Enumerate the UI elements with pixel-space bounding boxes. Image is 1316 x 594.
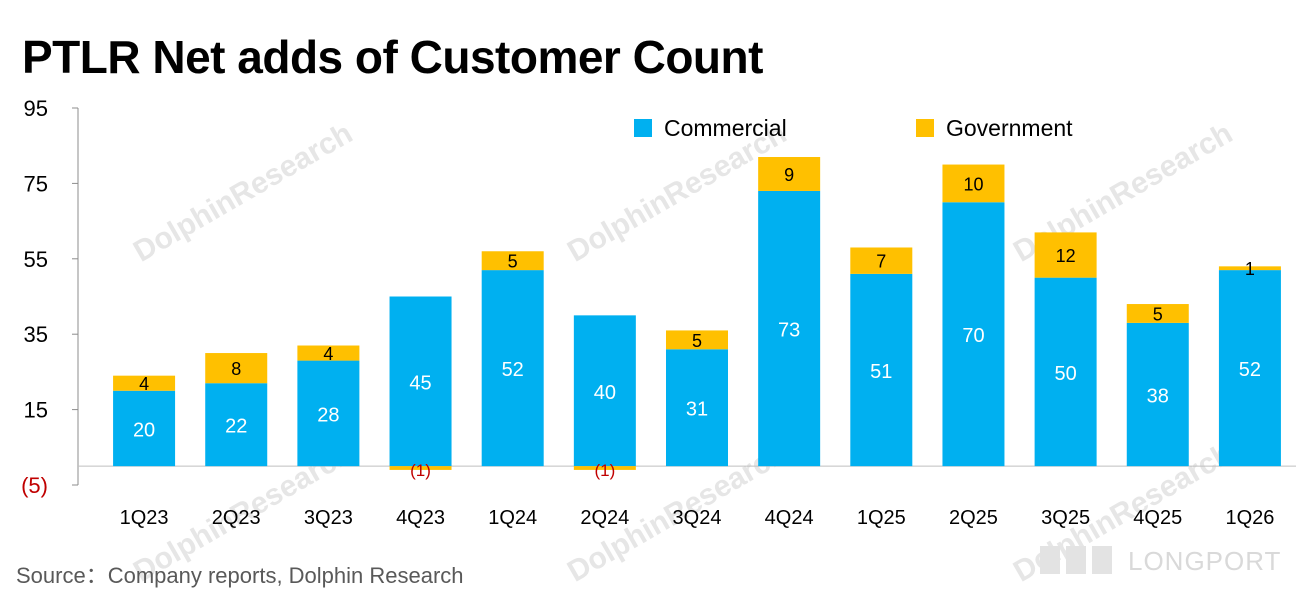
x-tick-label: 4Q24 xyxy=(765,507,814,529)
bar-commercial xyxy=(758,190,821,467)
legend-swatch xyxy=(634,119,652,137)
bar-government xyxy=(1218,266,1281,271)
longport-logo-icon xyxy=(1040,546,1114,574)
bar-government xyxy=(481,251,544,271)
bar-commercial xyxy=(1218,270,1281,467)
bar-government xyxy=(1126,304,1189,323)
data-label-government: (1) xyxy=(594,461,615,480)
data-label-commercial: 40 xyxy=(594,382,616,404)
data-label-commercial: 50 xyxy=(1054,363,1076,385)
data-label-government: 5 xyxy=(692,331,702,351)
y-tick-label: 95 xyxy=(24,96,48,121)
x-tick-label: 2Q25 xyxy=(949,507,998,529)
bar-government xyxy=(666,330,728,350)
data-label-government: 7 xyxy=(876,252,886,272)
data-label-government: 9 xyxy=(784,165,794,185)
bar-government xyxy=(389,466,452,470)
x-tick-label: 1Q25 xyxy=(857,507,906,529)
x-tick-label: 4Q23 xyxy=(396,507,445,529)
chart-title: PTLR Net adds of Customer Count xyxy=(22,31,763,83)
x-tick-label: 3Q24 xyxy=(673,507,722,529)
bar-government xyxy=(758,157,821,191)
chart-bars xyxy=(113,157,1281,470)
bar-government xyxy=(205,353,268,384)
data-label-commercial: 31 xyxy=(686,399,708,421)
x-tick-label: 1Q23 xyxy=(120,507,169,529)
data-label-commercial: 52 xyxy=(502,359,524,381)
data-label-commercial: 70 xyxy=(962,325,984,347)
brand-logo-text: LONGPORT xyxy=(1128,546,1282,576)
data-label-government: 4 xyxy=(323,344,333,364)
x-tick-label: 1Q26 xyxy=(1225,507,1274,529)
data-label-government: 4 xyxy=(139,374,149,394)
bar-commercial xyxy=(113,390,176,467)
x-tick-label: 2Q23 xyxy=(212,507,261,529)
data-label-commercial: 51 xyxy=(870,361,892,383)
legend-label: Government xyxy=(946,115,1073,141)
y-tick-label: 75 xyxy=(24,171,48,196)
y-tick-label: 55 xyxy=(24,247,48,272)
bar-government xyxy=(297,345,360,361)
bar-commercial xyxy=(942,202,1005,467)
bar-government xyxy=(942,164,1005,203)
bar-commercial xyxy=(1126,322,1189,467)
x-tick-label: 2Q24 xyxy=(580,507,629,529)
x-tick-label: 3Q25 xyxy=(1041,507,1090,529)
bar-commercial xyxy=(297,360,360,467)
bar-commercial xyxy=(389,296,452,467)
bar-commercial xyxy=(205,383,268,467)
bar-commercial xyxy=(481,270,544,467)
data-label-commercial: 45 xyxy=(409,372,431,394)
x-tick-label: 3Q23 xyxy=(304,507,353,529)
data-label-commercial: 28 xyxy=(317,404,339,426)
data-label-government: 5 xyxy=(1153,304,1163,324)
data-label-commercial: 22 xyxy=(225,416,247,438)
bar-commercial xyxy=(666,349,728,467)
bar-commercial xyxy=(573,315,636,467)
data-label-commercial: 38 xyxy=(1147,386,1169,408)
bar-government xyxy=(113,375,176,391)
data-label-commercial: 73 xyxy=(778,320,800,342)
bar-commercial xyxy=(1034,277,1097,467)
y-tick-label: 15 xyxy=(24,398,48,423)
bar-government xyxy=(850,247,913,274)
x-tick-label: 1Q24 xyxy=(488,507,537,529)
legend-swatch xyxy=(916,119,934,137)
chart-legend: Commercial Government xyxy=(634,115,1073,141)
x-tick-label: 4Q25 xyxy=(1133,507,1182,529)
data-label-government: 1 xyxy=(1245,259,1255,279)
data-label-government: 8 xyxy=(231,359,241,379)
data-label-commercial: 20 xyxy=(133,419,155,441)
source-note: Source：Company reports, Dolphin Research xyxy=(16,563,464,588)
y-tick-label: 35 xyxy=(24,322,48,347)
data-label-commercial: 52 xyxy=(1239,359,1261,381)
bar-government xyxy=(1034,232,1097,278)
bar-government xyxy=(573,466,636,470)
bar-commercial xyxy=(850,273,913,467)
data-label-government: 5 xyxy=(508,252,518,272)
y-tick-label: (5) xyxy=(21,473,48,498)
data-label-government: 10 xyxy=(963,174,983,194)
data-label-government: 12 xyxy=(1056,246,1076,266)
legend-label: Commercial xyxy=(664,115,787,141)
data-label-government: (1) xyxy=(410,461,431,480)
